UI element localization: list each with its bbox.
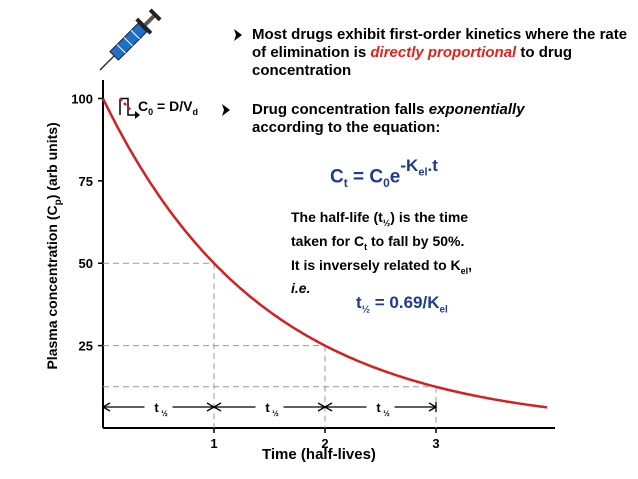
- hl-line2-sub: t: [364, 241, 368, 252]
- c0-mid: = D/V: [153, 98, 193, 114]
- y-axis-label-sub: p: [52, 199, 64, 206]
- eq-exp-sub: el: [418, 166, 428, 179]
- half-life-span-sub-3: ½: [383, 409, 390, 418]
- bullet-2-emphasis: exponentially: [428, 101, 525, 118]
- half-life-equation: t½ = 0.69/Kel: [356, 293, 448, 315]
- x-axis-label: Time (half-lives): [262, 446, 376, 463]
- bullet-1-text-a: Most drugs exhibit first-order kinetics …: [252, 26, 628, 61]
- y-tick-label-100: 100: [71, 91, 93, 106]
- eq-c0-sub: 0: [383, 176, 390, 191]
- hl-line1-a: The half-life (t: [291, 209, 383, 225]
- c0-bracket: [119, 97, 135, 116]
- c0-sub: 0: [148, 106, 154, 117]
- y-axis-label-tail: ) (arb units): [44, 122, 61, 200]
- half-life-span-label-2: t: [265, 400, 270, 415]
- bullet-2-text-b: according to the equation:: [252, 119, 441, 136]
- eq-eq: = C: [347, 166, 384, 188]
- y-tick-label-75: 75: [79, 174, 93, 189]
- y-tick-label-25: 25: [79, 339, 93, 354]
- span-label-bg: [144, 397, 173, 417]
- eq-exp: -K: [400, 156, 419, 175]
- bullet-arrow-icon: [234, 29, 242, 41]
- span-arrow-left-icon: [323, 402, 333, 412]
- half-life-description: The half-life (t½) is the time taken for…: [291, 208, 472, 297]
- hl-line2-b: to fall by 50%.: [367, 232, 465, 249]
- hl-line4: i.e.: [291, 280, 311, 297]
- bullet-1-emphasis: directly proportional: [370, 44, 517, 61]
- y-tick-label-50: 50: [79, 256, 93, 271]
- eq-lhs-sub: t: [343, 176, 348, 191]
- eq-lhs: C: [330, 166, 344, 188]
- bullet-arrow-icon: [222, 104, 230, 116]
- c0-arrow-icon: [135, 110, 140, 119]
- y-axis-label-main: Plasma concentration (C: [44, 205, 61, 370]
- x-tick-label-1: 1: [210, 436, 217, 451]
- hl-line1-b: ) is the time: [390, 209, 469, 225]
- span-label-bg: [255, 397, 284, 417]
- eq-e: e: [389, 166, 401, 188]
- x-tick-label-2: 2: [321, 436, 328, 451]
- y-axis-label: Plasma concentration (Cp) (arb units): [44, 116, 64, 376]
- curve-initial-dotted: [119, 97, 133, 113]
- bullet-2-text-a: Drug concentration falls: [252, 101, 429, 118]
- syringe-icon: [99, 8, 162, 71]
- half-life-span-label-3: t: [376, 400, 381, 415]
- c0-label: C0 = D/Vd: [138, 98, 198, 117]
- hl-eq-a: t: [356, 293, 362, 312]
- decay-equation: Ct = C0e-Kel.t: [330, 156, 438, 191]
- bullet-1: Most drugs exhibit first-order kinetics …: [252, 26, 632, 80]
- decay-curve: [101, 97, 548, 409]
- span-arrow-left-icon: [101, 402, 111, 412]
- bullet-2: Drug concentration falls exponentially a…: [252, 101, 592, 137]
- hl-line3-b: ,: [468, 256, 473, 273]
- hl-eq-a-sub: ½: [361, 304, 371, 316]
- bullet-1-text-b: to drug concentration: [252, 44, 573, 79]
- hl-line1-sub: ½: [382, 217, 391, 228]
- hl-line3-sub: el: [460, 265, 469, 276]
- hl-eq-b: = 0.69/K: [370, 293, 440, 312]
- half-life-span-sub-2: ½: [272, 409, 279, 418]
- x-tick-label-3: 3: [432, 436, 439, 451]
- hl-line2-a: taken for C: [291, 232, 365, 249]
- hl-line3-a: It is inversely related to K: [291, 256, 461, 273]
- span-label-bg: [366, 397, 395, 417]
- half-life-span-sub-1: ½: [161, 409, 168, 418]
- hl-eq-b-sub: el: [439, 304, 448, 316]
- eq-exp-tail: .t: [427, 156, 438, 175]
- span-arrow-left-icon: [212, 402, 222, 412]
- c0-main: C: [138, 98, 149, 114]
- half-life-span-label-1: t: [154, 400, 159, 415]
- vd-sub: d: [192, 106, 198, 117]
